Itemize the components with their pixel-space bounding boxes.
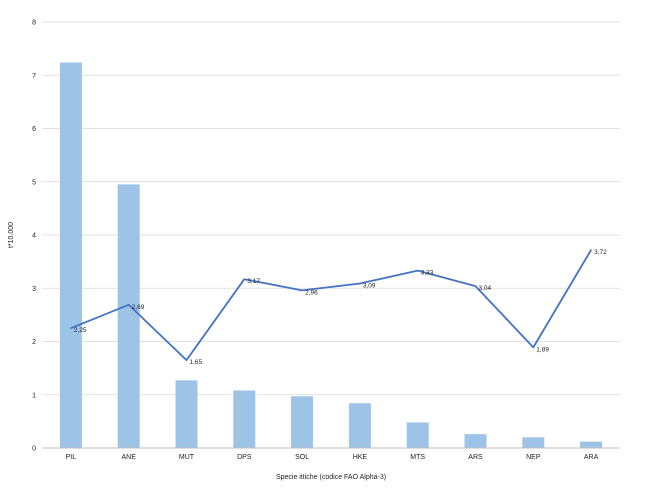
bar-sol	[291, 396, 314, 448]
line-path	[70, 249, 592, 362]
data-label: 1,65	[190, 359, 203, 366]
line-data-labels: 2,25 2,69 1,65 3,17 2,96 3,09 3,33 3,04 1,89 3,72	[74, 249, 607, 366]
y-tick-label: 6	[32, 126, 36, 133]
line-point	[185, 359, 188, 361]
data-label: 3,17	[247, 278, 260, 285]
bar-hke	[348, 403, 371, 448]
bar-nep	[522, 437, 545, 448]
data-label: 3,72	[594, 249, 607, 256]
bar-pil	[59, 62, 82, 448]
x-tick-label: HKE	[353, 454, 368, 461]
x-tick-label: ANE	[121, 454, 136, 461]
y-tick-label: 2	[32, 339, 36, 346]
line-point	[128, 304, 130, 306]
x-axis-ticks: PIL ANE MUT DPS SOL HKE MTS ARS NEP ARA	[66, 454, 599, 461]
x-tick-label: ARS	[468, 454, 483, 461]
x-tick-label: NEP	[526, 454, 541, 461]
data-label: 1,89	[536, 346, 549, 353]
line-point	[532, 346, 534, 348]
x-tick-label: PIL	[66, 454, 77, 461]
x-tick-label: DPS	[237, 454, 252, 461]
y-tick-label: 3	[32, 286, 36, 293]
data-label: 3,04	[479, 285, 492, 292]
bar-mut	[175, 380, 198, 448]
x-tick-label: MUT	[179, 454, 195, 461]
line-point	[243, 278, 245, 280]
bar-series	[59, 62, 603, 448]
line-point	[301, 289, 303, 291]
y-tick-label: 5	[32, 179, 36, 186]
line-point	[474, 285, 477, 287]
data-label: 3,09	[363, 282, 376, 289]
bar-ara	[580, 441, 603, 448]
bar-dps	[233, 390, 256, 448]
y-tick-label: 7	[32, 73, 36, 80]
y-tick-label: 8	[32, 20, 36, 27]
y-tick-label: 0	[32, 446, 36, 453]
data-label: 2,69	[132, 304, 145, 311]
bar-mts	[406, 422, 429, 448]
line-point	[417, 270, 419, 272]
x-tick-label: ARA	[584, 454, 599, 461]
line-series	[70, 249, 592, 362]
bar-ars	[464, 434, 487, 448]
line-point	[359, 282, 361, 285]
y-axis-ticks: 0 1 2 3 4 5 6 7 8	[32, 20, 36, 453]
data-label: 3,33	[421, 270, 434, 277]
line-point	[590, 249, 592, 251]
y-tick-label: 4	[32, 233, 36, 240]
line-point	[70, 327, 72, 329]
data-label: 2,25	[74, 327, 87, 334]
x-tick-label: SOL	[295, 454, 309, 461]
y-tick-label: 1	[32, 392, 36, 399]
y-axis-title: t*10.000	[8, 222, 15, 248]
data-label: 2,96	[305, 289, 318, 296]
x-axis-title: Specie ittiche (codice FAO Alpha-3)	[276, 474, 386, 481]
bar-ane	[117, 184, 140, 448]
x-tick-label: MTS	[410, 454, 425, 461]
